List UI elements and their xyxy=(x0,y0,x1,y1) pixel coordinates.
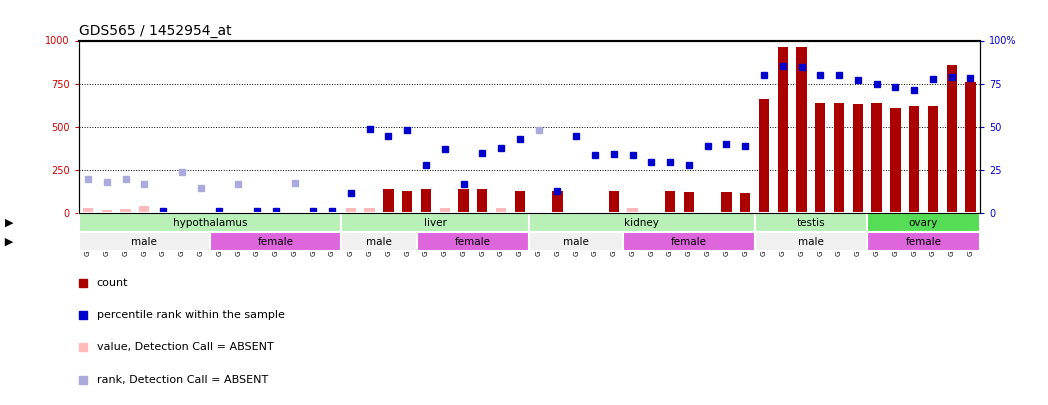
Text: count: count xyxy=(96,278,128,288)
Bar xyxy=(496,208,506,213)
Text: male: male xyxy=(131,237,157,247)
Bar xyxy=(868,213,980,232)
Bar xyxy=(417,232,529,251)
Bar xyxy=(755,213,868,232)
Bar xyxy=(342,232,417,251)
Bar xyxy=(628,208,637,213)
Text: percentile rank within the sample: percentile rank within the sample xyxy=(96,310,284,320)
Bar xyxy=(664,191,675,213)
Bar xyxy=(79,213,342,232)
Bar xyxy=(102,210,112,213)
Bar xyxy=(721,192,732,213)
Bar xyxy=(346,208,356,213)
Bar xyxy=(421,189,431,213)
Bar xyxy=(477,189,487,213)
Bar xyxy=(529,213,755,232)
Bar xyxy=(740,193,750,213)
Text: value, Detection Call = ABSENT: value, Detection Call = ABSENT xyxy=(96,343,274,352)
Text: ovary: ovary xyxy=(909,218,938,228)
Bar xyxy=(624,232,755,251)
Bar xyxy=(834,103,845,213)
Bar xyxy=(759,99,769,213)
Text: male: male xyxy=(366,237,392,247)
Text: kidney: kidney xyxy=(625,218,659,228)
Bar xyxy=(552,191,563,213)
Bar xyxy=(402,191,412,213)
Text: female: female xyxy=(258,237,293,247)
Bar xyxy=(755,232,868,251)
Bar xyxy=(872,103,881,213)
Bar xyxy=(853,104,863,213)
Bar xyxy=(529,232,624,251)
Bar xyxy=(342,213,529,232)
Text: gender  ▶: gender ▶ xyxy=(0,237,14,247)
Bar xyxy=(796,47,807,213)
Bar xyxy=(683,192,694,213)
Bar xyxy=(121,209,131,213)
Bar xyxy=(778,47,788,213)
Bar xyxy=(83,208,93,213)
Bar xyxy=(439,208,450,213)
Bar xyxy=(909,106,919,213)
Text: female: female xyxy=(455,237,490,247)
Bar xyxy=(868,232,980,251)
Bar xyxy=(515,191,525,213)
Bar xyxy=(79,232,210,251)
Text: tissue  ▶: tissue ▶ xyxy=(0,218,14,228)
Bar xyxy=(946,65,957,213)
Bar xyxy=(609,191,619,213)
Text: female: female xyxy=(905,237,941,247)
Bar xyxy=(458,189,468,213)
Text: liver: liver xyxy=(424,218,446,228)
Text: GDS565 / 1452954_at: GDS565 / 1452954_at xyxy=(79,24,232,38)
Bar xyxy=(139,207,150,213)
Text: testis: testis xyxy=(796,218,825,228)
Bar xyxy=(210,232,342,251)
Bar xyxy=(384,189,394,213)
Text: rank, Detection Call = ABSENT: rank, Detection Call = ABSENT xyxy=(96,375,268,385)
Bar xyxy=(890,108,900,213)
Bar xyxy=(965,82,976,213)
Text: hypothalamus: hypothalamus xyxy=(173,218,247,228)
Bar xyxy=(815,103,826,213)
Bar xyxy=(927,106,938,213)
Text: female: female xyxy=(671,237,706,247)
Text: male: male xyxy=(563,237,589,247)
Bar xyxy=(365,208,375,213)
Text: male: male xyxy=(798,237,824,247)
